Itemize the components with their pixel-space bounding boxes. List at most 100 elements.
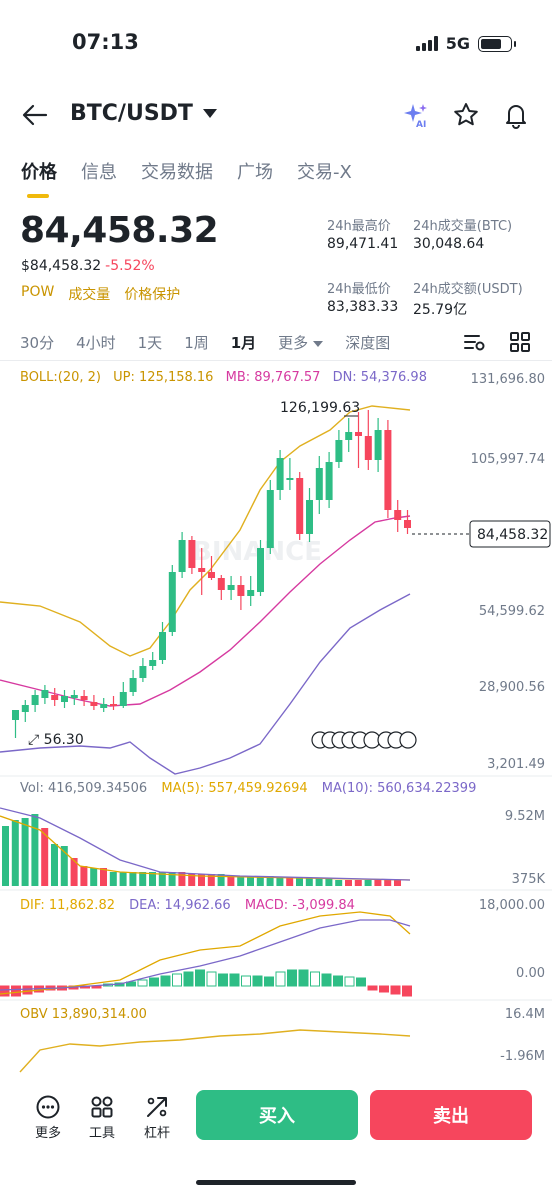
dif-label: DIF: 11,862.82	[20, 898, 115, 913]
indicator-settings-icon[interactable]	[462, 330, 486, 354]
obv-line	[19, 1029, 411, 1073]
candle-body	[168, 572, 176, 632]
candle-body	[286, 478, 294, 480]
event-marker[interactable]	[399, 731, 417, 749]
vol-axis-bottom: 375K	[512, 872, 546, 887]
volume-bar	[139, 872, 147, 886]
volume-bar	[237, 876, 245, 886]
macd-label: MACD: -3,099.84	[245, 898, 355, 913]
network-label: 5G	[445, 34, 470, 53]
fiat-price-row: $84,458.32 -5.52%	[21, 258, 155, 274]
obv-label: OBV 13,890,314.00	[20, 1007, 147, 1022]
interval-1w[interactable]: 1周	[184, 334, 209, 352]
obv-axis-bottom: -1.96M	[500, 1049, 545, 1064]
tag-pow[interactable]: POW	[21, 284, 55, 300]
macd-bar	[172, 973, 182, 987]
macd-histogram	[0, 911, 412, 997]
macd-bar	[183, 971, 194, 987]
depth-chart-tab[interactable]: 深度图	[345, 334, 391, 352]
candle-body	[306, 500, 313, 534]
sell-button[interactable]: 卖出	[370, 1090, 532, 1140]
tag-volume[interactable]: 成交量	[68, 287, 111, 303]
layout-grid-icon[interactable]	[508, 330, 532, 354]
candle-body	[139, 666, 147, 678]
ai-sparkle-icon[interactable]: AI	[402, 101, 430, 129]
interval-1M[interactable]: 1月	[230, 334, 257, 352]
candle-body	[227, 585, 235, 590]
macd-bar	[379, 985, 389, 993]
candle-body	[394, 510, 402, 520]
dif-line	[0, 911, 411, 995]
interval-4h[interactable]: 4小时	[76, 334, 116, 352]
event-markers[interactable]	[311, 731, 417, 749]
volume-bar	[325, 878, 333, 886]
interval-more[interactable]: 更多	[278, 332, 324, 353]
volume-bar	[394, 880, 401, 886]
candle-body	[110, 704, 117, 706]
macd-bar	[333, 975, 343, 987]
candle-body	[208, 572, 215, 578]
candle-body	[237, 585, 245, 596]
tools-button[interactable]: 工具	[82, 1094, 122, 1141]
macd-bar	[287, 969, 297, 987]
volume-bar	[276, 878, 284, 886]
dea-label: DEA: 14,962.66	[129, 898, 231, 913]
tab-info[interactable]: 信息	[81, 162, 117, 183]
macd-bar	[126, 981, 136, 987]
high-marker: 126,199.63	[280, 400, 360, 416]
candle-body	[217, 578, 225, 590]
macd-bar	[310, 971, 320, 987]
candle-body	[374, 430, 382, 460]
price-change: -5.52%	[105, 258, 155, 274]
leverage-button[interactable]: 杠杆	[137, 1094, 177, 1141]
candle-body	[61, 696, 68, 702]
volume-bar	[41, 828, 49, 886]
interval-30m[interactable]: 30分	[20, 334, 55, 352]
volume-bar	[256, 876, 264, 886]
candle-body	[80, 696, 88, 700]
volume-bar	[11, 820, 19, 886]
candle-body	[51, 695, 59, 700]
stats-grid: 24h最高价 24h成交量(BTC) 89,471.41 30,048.64 2…	[327, 215, 533, 343]
volume-bar	[345, 880, 352, 886]
price-axis-label: 28,900.56	[479, 680, 545, 695]
macd-bar	[149, 977, 159, 987]
chevron-down-icon	[202, 109, 217, 118]
candle-body	[100, 704, 108, 708]
candle-body	[31, 695, 39, 705]
price-axis-label: 131,696.80	[471, 372, 545, 387]
candle-body	[119, 692, 127, 706]
kline-chart[interactable]: BOLL:(20, 2) UP: 125,158.16 MB: 89,767.5…	[0, 360, 552, 1080]
buy-button[interactable]: 买入	[196, 1090, 358, 1140]
tab-square[interactable]: 广场	[237, 162, 273, 183]
vol-label: Vol: 416,509.34506	[20, 781, 147, 796]
volume-bar	[70, 858, 78, 886]
volume-bar	[227, 876, 235, 886]
pair-selector[interactable]: BTC/USDT	[70, 101, 217, 126]
tab-trading-data[interactable]: 交易数据	[141, 162, 213, 183]
boll-middle-line	[0, 515, 411, 707]
bell-icon[interactable]	[502, 101, 530, 129]
signal-icon	[415, 36, 438, 51]
battery-icon	[478, 35, 516, 52]
tools-grid-icon	[91, 1096, 113, 1118]
star-icon[interactable]	[452, 101, 480, 129]
tab-trade-x[interactable]: 交易-X	[297, 162, 352, 183]
more-button[interactable]: 更多	[28, 1094, 68, 1141]
volume-bar	[158, 872, 166, 886]
candle-body	[247, 590, 255, 596]
candle-body	[364, 436, 372, 460]
candle-body	[266, 490, 274, 548]
candle-body	[159, 632, 166, 660]
candle-body	[276, 458, 284, 490]
svg-text:DIF: 11,862.82 DEA: 14,9: DIF: 11,862.82 DEA: 14,962.66 MACD: -3,0…	[20, 898, 355, 913]
home-indicator	[196, 1180, 356, 1185]
interval-1d[interactable]: 1天	[137, 334, 163, 352]
tab-price[interactable]: 价格	[21, 158, 57, 198]
volume-bar	[149, 872, 156, 886]
chevron-down-icon	[313, 340, 324, 347]
back-arrow-icon[interactable]	[22, 102, 48, 128]
volume-bar	[315, 878, 323, 886]
tools-label: 工具	[88, 1126, 115, 1141]
tag-price-protection[interactable]: 价格保护	[124, 287, 181, 303]
